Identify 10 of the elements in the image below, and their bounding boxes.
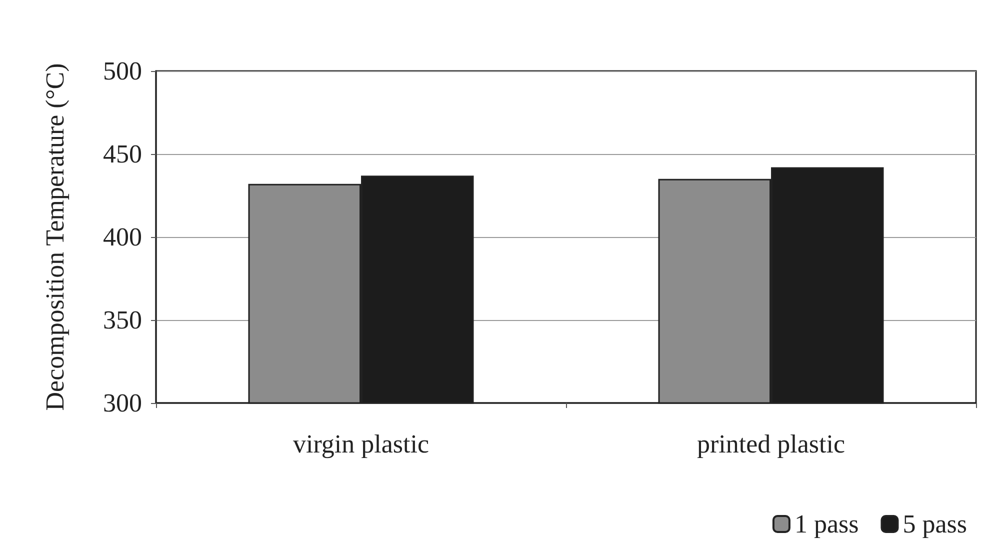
y-axis-title: Decomposition Temperature (°C) (40, 63, 70, 411)
y-tick-label: 500 (103, 56, 142, 86)
x-tick-label: printed plastic (696, 430, 846, 458)
y-tick-label: 300 (103, 388, 142, 418)
y-tick-label: 350 (103, 306, 142, 334)
x-tick-label: virgin plastic (292, 430, 430, 458)
y-tick-label: 400 (103, 222, 142, 252)
y-tick-label: 450 (103, 140, 142, 168)
legend-label: 1 pass (794, 510, 859, 538)
legend-label: 5 pass (902, 510, 968, 538)
